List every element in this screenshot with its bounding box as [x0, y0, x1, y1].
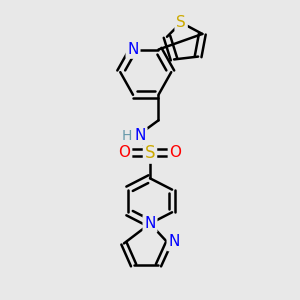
Text: N: N	[168, 235, 180, 250]
Text: N: N	[134, 128, 146, 143]
Text: O: O	[118, 145, 130, 160]
Text: N: N	[127, 42, 139, 57]
Text: O: O	[169, 145, 181, 160]
Text: S: S	[176, 15, 186, 30]
Text: N: N	[144, 216, 156, 231]
Text: H: H	[121, 129, 132, 143]
Text: S: S	[145, 144, 155, 162]
